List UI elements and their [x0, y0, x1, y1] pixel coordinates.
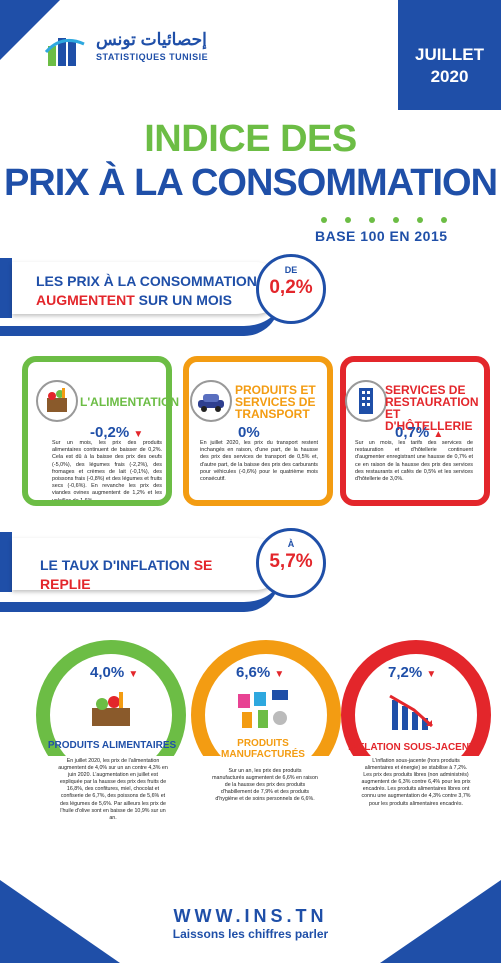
ring1-value-text: 4,0%	[90, 664, 125, 681]
ring2-value-text: 6,6%	[236, 664, 271, 681]
website-link[interactable]: WWW.INS.TN	[173, 906, 328, 926]
ring3-value: 7,2% ▼	[388, 664, 436, 681]
banner2-swoosh	[0, 576, 280, 612]
banner2-circle: À 5,7%	[256, 528, 326, 598]
banner2-text: LE TAUX D'INFLATION SE REPLIE	[40, 556, 260, 594]
logo-latin: STATISTIQUES TUNISIE	[96, 52, 209, 62]
banner1-text: LES PRIX À LA CONSOMMATION AUGMENTENT SU…	[36, 272, 276, 310]
banner1-swoosh	[0, 300, 280, 336]
ring1-text: En juillet 2020, les prix de l'alimentat…	[58, 758, 168, 821]
card2-title: PRODUITS ET SERVICES DE TRANSPORT	[235, 383, 316, 421]
decorative-dots	[312, 210, 456, 228]
ring2-text: Sur un an, les prix des produits manufac…	[212, 768, 318, 803]
title-line1: INDICE DES	[144, 118, 357, 160]
card3-title: SERVICES DE RESTAURATION ET D'HÔTELLERIE	[385, 383, 479, 433]
banner2-circle-value: 5,7%	[269, 551, 313, 572]
arrow-down-icon: ▼	[274, 669, 285, 680]
card1-value-text: -0,2%	[90, 424, 130, 441]
logo-mark-icon	[44, 38, 85, 66]
ring1-label: PRODUITS ALIMENTAIRES	[47, 740, 177, 751]
ring3-label: INFLATION SOUS-JACENTE	[348, 742, 482, 753]
banner2-text-b: SE REPLIE	[40, 557, 213, 592]
year-label: 2020	[430, 67, 469, 86]
banner1-circle-small: DE	[284, 265, 298, 275]
ring1-value: 4,0% ▼	[90, 664, 138, 681]
ring2-value: 6,6% ▼	[236, 664, 284, 681]
card1-title: L'ALIMENTATION	[80, 395, 180, 409]
banner1-text-a: LES PRIX À LA CONSOMMATION	[36, 273, 257, 289]
card2-text: En juillet 2020, les prix du transport r…	[200, 440, 318, 483]
banner2-circle-small: À	[287, 539, 295, 549]
card-transport	[183, 356, 333, 506]
arrow-down-icon: ▼	[426, 669, 437, 680]
tagline: Laissons les chiffres parler	[172, 927, 329, 941]
title-line2: PRIX À LA CONSOMMATION	[3, 162, 498, 204]
arrow-down-icon: ▼	[133, 429, 144, 440]
banner2-text-a: LE TAUX D'INFLATION	[40, 557, 190, 573]
card3-text: Sur un mois, les tarifs des services de …	[355, 440, 473, 483]
card1-text: Sur un mois, les prix des produits alime…	[52, 440, 162, 500]
banner1-circle: DE 0,2%	[256, 254, 326, 324]
arrow-up-icon: ▲	[433, 429, 444, 440]
food-basket-icon	[86, 690, 136, 730]
arrow-down-icon: ▼	[128, 669, 139, 680]
manufactured-goods-icon	[236, 688, 296, 732]
car-icon	[190, 380, 232, 422]
ring3-value-text: 7,2%	[388, 664, 423, 681]
date-box: JUILLET 2020	[398, 26, 501, 104]
grocery-bag-icon	[36, 380, 78, 422]
card3-value: 0,7% ▲	[395, 424, 443, 441]
month-label: JUILLET	[415, 45, 484, 64]
declining-chart-icon	[386, 690, 442, 734]
card-alimentation	[22, 356, 172, 506]
card2-value: 0%	[238, 424, 260, 441]
ins-logo: إحصائيات تونس STATISTIQUES TUNISIE	[44, 30, 244, 70]
base-label: BASE 100 EN 2015	[315, 228, 448, 244]
logo-arabic: إحصائيات تونس	[96, 30, 207, 49]
card3-value-text: 0,7%	[395, 424, 430, 441]
ring2-label: PRODUITS MANUFACTURÉS	[221, 738, 305, 760]
banner1-text-b: AUGMENTENT	[36, 292, 135, 308]
banner1-circle-value: 0,2%	[269, 277, 313, 298]
ring3-text: L'inflation sous-jacente (hors produits …	[361, 758, 471, 807]
hotel-building-icon	[345, 380, 387, 422]
banner1-text-c: SUR UN MOIS	[134, 292, 233, 308]
card1-value: -0,2% ▼	[90, 424, 143, 441]
